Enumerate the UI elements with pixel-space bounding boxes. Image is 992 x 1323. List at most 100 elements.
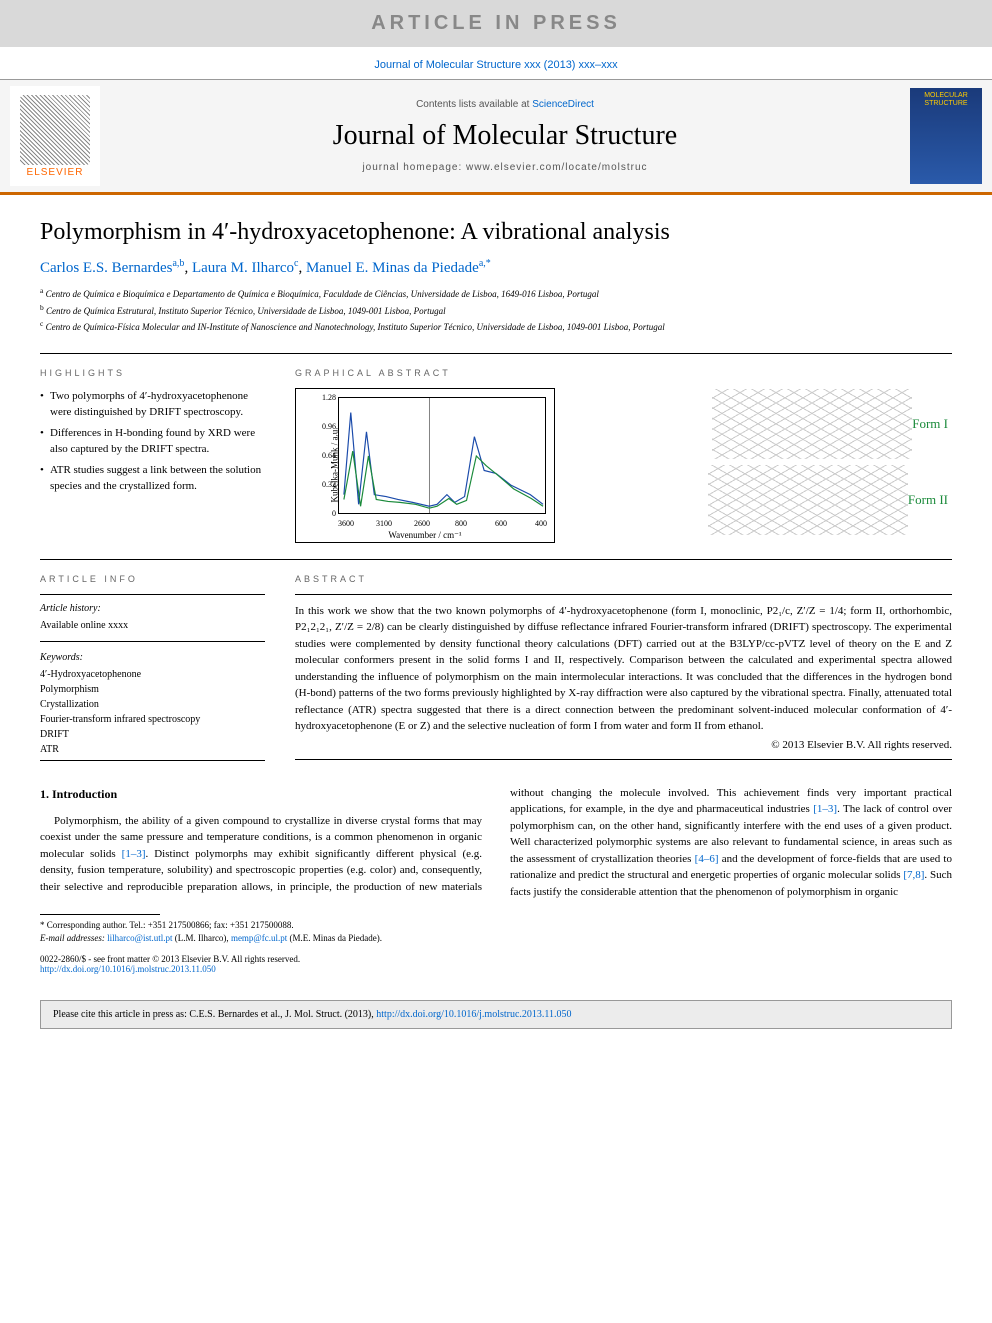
keyword: Polymorphism bbox=[40, 682, 265, 697]
aff-sup: c bbox=[40, 319, 43, 328]
email-link[interactable]: memp@fc.ul.pt bbox=[231, 933, 287, 943]
chart-xlabel: Wavenumber / cm⁻¹ bbox=[388, 530, 461, 541]
structure-form1: Form I bbox=[565, 388, 952, 460]
abstract-block: ABSTRACT In this work we show that the t… bbox=[295, 574, 952, 760]
author-link[interactable]: Laura M. Ilharco bbox=[192, 260, 294, 276]
elsevier-label: ELSEVIER bbox=[27, 167, 84, 178]
affiliations: a Centro de Química e Bioquímica e Depar… bbox=[40, 285, 952, 335]
aff-text: Centro de Química Estrutural, Instituto … bbox=[46, 306, 446, 316]
spectrum-line-form1 bbox=[344, 412, 543, 506]
highlight-item: Differences in H-bonding found by XRD we… bbox=[40, 425, 265, 458]
highlights-graphical-row: HIGHLIGHTS Two polymorphs of 4′-hydroxya… bbox=[40, 368, 952, 543]
section-divider bbox=[40, 353, 952, 354]
thin-divider bbox=[295, 594, 952, 595]
body-section: 1. Introduction Polymorphism, the abilit… bbox=[40, 785, 952, 975]
author-aff-sup: a,b bbox=[172, 258, 184, 269]
contents-line: Contents lists available at ScienceDirec… bbox=[116, 99, 894, 110]
aff-text: Centro de Química-Física Molecular and I… bbox=[46, 322, 665, 332]
molecule-drawing-icon bbox=[712, 389, 912, 459]
affiliation-line: a Centro de Química e Bioquímica e Depar… bbox=[40, 285, 952, 302]
highlight-item: ATR studies suggest a link between the s… bbox=[40, 462, 265, 495]
aff-sup: a bbox=[40, 286, 43, 295]
journal-header: ELSEVIER Contents lists available at Sci… bbox=[0, 79, 992, 195]
spectrum-chart: Kubelka-Munk / a.u. Wavenumber / cm⁻¹ 1.… bbox=[295, 388, 555, 543]
copyright-footer: 0022-2860/$ - see front matter © 2013 El… bbox=[40, 954, 480, 974]
chart-xtick: 3600 bbox=[338, 519, 354, 528]
structure-label: Form II bbox=[908, 492, 948, 508]
article-info-block: ARTICLE INFO Article history: Available … bbox=[40, 574, 265, 760]
email-who: (M.E. Minas da Piedade). bbox=[289, 933, 381, 943]
ref-link[interactable]: [7,8] bbox=[903, 869, 924, 881]
email-line: E-mail addresses: lilharco@ist.utl.pt (L… bbox=[40, 932, 480, 945]
spectrum-svg bbox=[339, 398, 545, 513]
email-who: (L.M. Ilharco), bbox=[175, 933, 229, 943]
structure-form2: Form II bbox=[565, 464, 952, 536]
cite-footer: Please cite this article in press as: C.… bbox=[40, 1000, 952, 1029]
keywords-head: Keywords: bbox=[40, 650, 265, 665]
affiliation-line: b Centro de Química Estrutural, Institut… bbox=[40, 302, 952, 319]
chart-xtick: 400 bbox=[535, 519, 547, 528]
chart-xtick: 600 bbox=[495, 519, 507, 528]
sciencedirect-link[interactable]: ScienceDirect bbox=[532, 99, 594, 110]
author-aff-sup: a,* bbox=[479, 258, 491, 269]
main-content: Polymorphism in 4′-hydroxyacetophenone: … bbox=[0, 195, 992, 984]
aff-sup: b bbox=[40, 303, 44, 312]
chart-ytick: 0.32 bbox=[310, 480, 336, 489]
section-divider bbox=[40, 559, 952, 560]
abstract-text: In this work we show that the two known … bbox=[295, 603, 952, 735]
spectrum-line-form2 bbox=[344, 451, 543, 508]
keyword: Fourier-transform infrared spectroscopy bbox=[40, 712, 265, 727]
ref-link[interactable]: [1–3] bbox=[122, 848, 146, 860]
abstract-label: ABSTRACT bbox=[295, 574, 952, 584]
author-aff-sup: c bbox=[294, 258, 298, 269]
chart-ytick: 1.28 bbox=[310, 393, 336, 402]
author-link[interactable]: Manuel E. Minas da Piedade bbox=[306, 260, 479, 276]
ref-link[interactable]: [4–6] bbox=[695, 853, 719, 865]
section-title: Introduction bbox=[52, 787, 117, 801]
article-info-label: ARTICLE INFO bbox=[40, 574, 265, 584]
emails-label: E-mail addresses: bbox=[40, 933, 105, 943]
elsevier-tree-icon bbox=[20, 95, 90, 165]
chart-xtick: 800 bbox=[455, 519, 467, 528]
affiliation-line: c Centro de Química-Física Molecular and… bbox=[40, 318, 952, 335]
graphical-abstract-block: GRAPHICAL ABSTRACT Kubelka-Munk / a.u. W… bbox=[295, 368, 952, 543]
contents-prefix: Contents lists available at bbox=[416, 99, 532, 110]
highlights-list: Two polymorphs of 4′-hydroxyacetophenone… bbox=[40, 388, 265, 495]
structure-label: Form I bbox=[912, 416, 948, 432]
aff-text: Centro de Química e Bioquímica e Departa… bbox=[46, 289, 599, 299]
chart-ytick: 0.64 bbox=[310, 451, 336, 460]
thin-divider bbox=[295, 759, 952, 760]
ref-link[interactable]: [1–3] bbox=[813, 803, 837, 815]
article-in-press-banner: ARTICLE IN PRESS bbox=[0, 0, 992, 47]
section-number: 1. bbox=[40, 787, 49, 801]
highlights-block: HIGHLIGHTS Two polymorphs of 4′-hydroxya… bbox=[40, 368, 265, 543]
email-link[interactable]: lilharco@ist.utl.pt bbox=[107, 933, 172, 943]
elsevier-logo: ELSEVIER bbox=[10, 86, 100, 186]
keyword: ATR bbox=[40, 742, 265, 757]
chart-ytick: 0.96 bbox=[310, 422, 336, 431]
journal-cover-thumbnail: MOLECULAR STRUCTURE bbox=[910, 88, 982, 184]
abstract-copyright: © 2013 Elsevier B.V. All rights reserved… bbox=[295, 739, 952, 751]
footnote-divider bbox=[40, 914, 160, 915]
author-link[interactable]: Carlos E.S. Bernardes bbox=[40, 260, 172, 276]
body-columns: 1. Introduction Polymorphism, the abilit… bbox=[40, 785, 952, 901]
structure-diagrams: Form I Form II bbox=[565, 388, 952, 536]
highlights-label: HIGHLIGHTS bbox=[40, 368, 265, 378]
authors-line: Carlos E.S. Bernardesa,b, Laura M. Ilhar… bbox=[40, 258, 952, 277]
journal-name: Journal of Molecular Structure bbox=[116, 120, 894, 152]
history-text: Available online xxxx bbox=[40, 618, 265, 633]
doi-link[interactable]: http://dx.doi.org/10.1016/j.molstruc.201… bbox=[40, 964, 216, 974]
keyword: DRIFT bbox=[40, 727, 265, 742]
cite-doi-link[interactable]: http://dx.doi.org/10.1016/j.molstruc.201… bbox=[376, 1009, 571, 1020]
thin-divider bbox=[40, 760, 265, 761]
corresponding-author: * Corresponding author. Tel.: +351 21750… bbox=[40, 919, 480, 932]
top-citation: Journal of Molecular Structure xxx (2013… bbox=[0, 55, 992, 79]
thin-divider bbox=[40, 594, 265, 595]
article-title: Polymorphism in 4′-hydroxyacetophenone: … bbox=[40, 219, 952, 246]
thin-divider bbox=[40, 641, 265, 642]
chart-ytick: 0 bbox=[310, 509, 336, 518]
copyright-text: 0022-2860/$ - see front matter © 2013 El… bbox=[40, 954, 480, 964]
chart-plot-area bbox=[338, 397, 546, 514]
highlight-item: Two polymorphs of 4′-hydroxyacetophenone… bbox=[40, 388, 265, 421]
cite-prefix: Please cite this article in press as: C.… bbox=[53, 1009, 376, 1020]
